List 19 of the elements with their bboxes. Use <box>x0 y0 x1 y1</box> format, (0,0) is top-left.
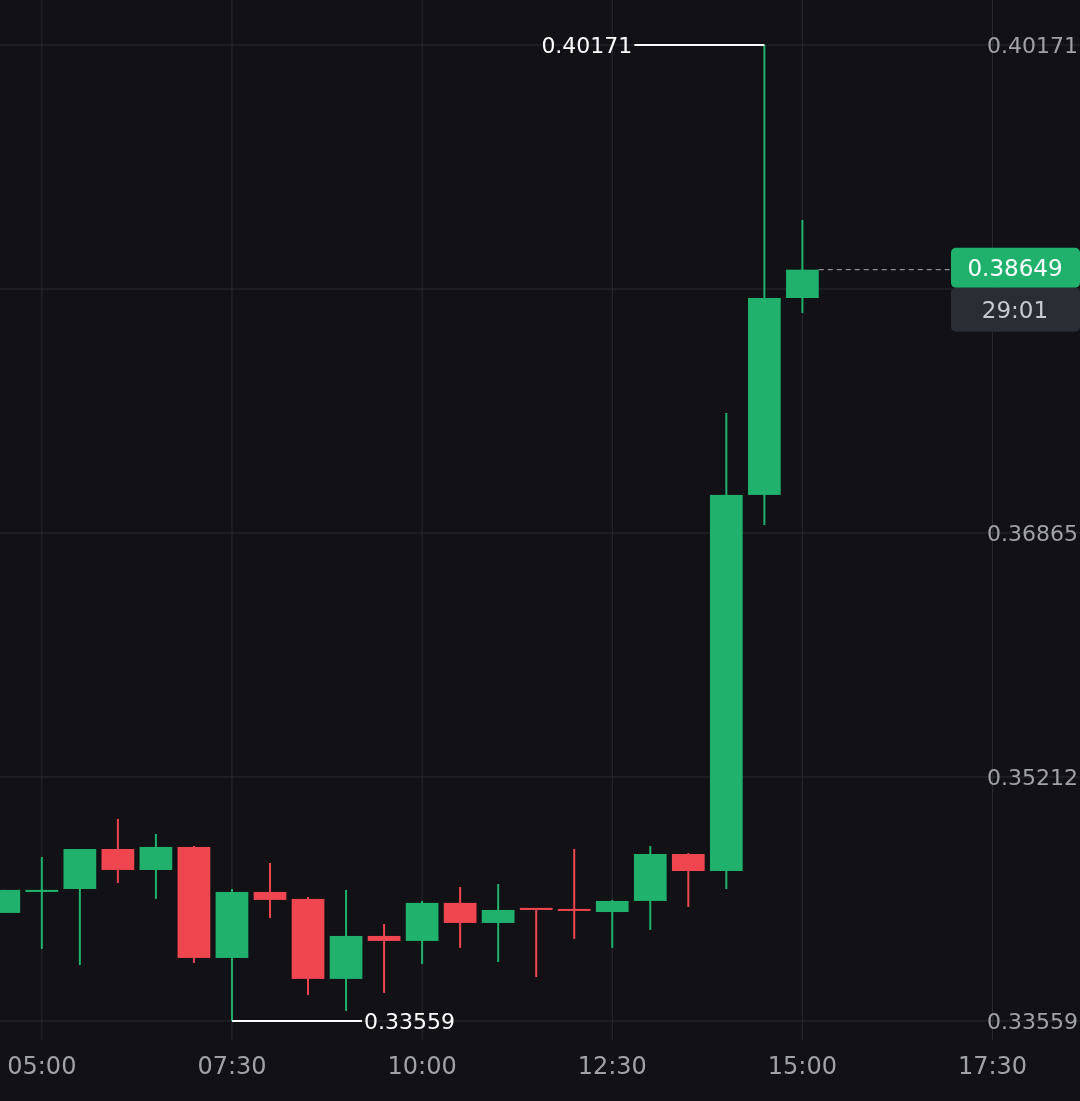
x-tick-label: 05:00 <box>7 1052 77 1081</box>
y-tick-label: 0.33559 <box>987 1008 1078 1034</box>
y-tick-label: 0.35212 <box>987 764 1078 790</box>
y-tick-label: 0.36865 <box>987 520 1078 546</box>
candlestick <box>25 855 59 950</box>
candlestick <box>253 862 287 919</box>
annotation: 29:01 <box>981 296 1049 323</box>
x-tick-label: 15:00 <box>767 1052 837 1081</box>
x-tick-label: 10:00 <box>387 1052 457 1081</box>
annotation: 0.40171 <box>541 32 633 58</box>
x-tick-label: 07:30 <box>197 1052 267 1081</box>
candlestick <box>557 848 591 940</box>
x-tick-label: 17:30 <box>957 1052 1028 1081</box>
y-tick-label: 0.40171 <box>987 32 1078 58</box>
candlestick <box>519 906 553 978</box>
ref-line-label: 0.38649 <box>967 254 1063 281</box>
annotation: 0.33559 <box>363 1008 455 1034</box>
candlestick <box>367 922 401 994</box>
x-tick-label: 12:30 <box>577 1052 647 1081</box>
